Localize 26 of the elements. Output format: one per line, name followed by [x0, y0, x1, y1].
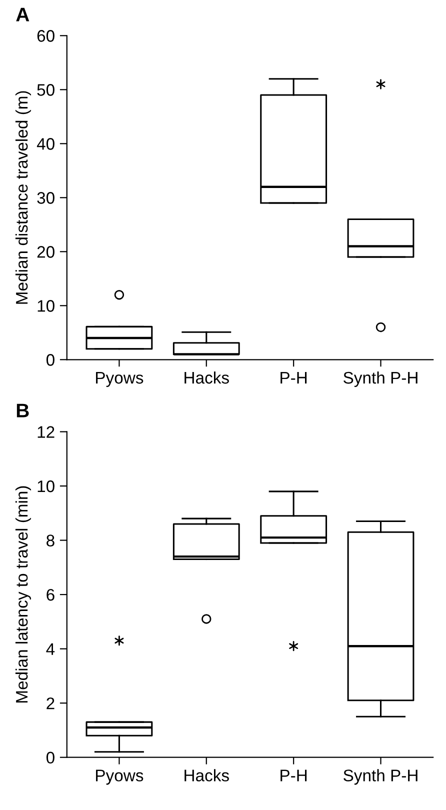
x-tick-label: Synth P-H [344, 769, 418, 785]
y-tick-label: 20 [37, 246, 54, 258]
y-tick-label: 50 [37, 84, 54, 96]
y-tick-label: 30 [37, 192, 54, 204]
y-tick-label: 8 [46, 534, 54, 546]
y-tick-label: 0 [46, 752, 54, 764]
chart-title: B [16, 404, 29, 418]
x-tick-label: Synth P-H [344, 371, 418, 387]
x-tick-label: Hacks [184, 371, 229, 384]
x-tick-label: P-H [280, 372, 307, 384]
x-tick-label: Pyows [96, 770, 144, 785]
y-tick-label: 10 [38, 480, 54, 492]
x-tick-label: Hacks [184, 769, 229, 782]
y-tick-label: 4 [46, 643, 55, 655]
y-tick-label: 6 [46, 588, 54, 601]
y-tick-label: 60 [37, 30, 54, 42]
y-tick-label: 2 [46, 697, 54, 710]
y-tick-label: 12 [38, 426, 54, 438]
y-axis-title: Median distance traveled (m) [15, 91, 31, 304]
chart-title: A [16, 8, 30, 22]
y-tick-label: 40 [36, 138, 54, 150]
y-tick-label: 0 [46, 354, 54, 366]
y-tick-label: 10 [38, 300, 54, 312]
x-tick-label: P-H [280, 770, 307, 782]
y-axis-title: Median latency to travel (min) [15, 486, 31, 702]
x-tick-label: Pyows [96, 372, 144, 387]
